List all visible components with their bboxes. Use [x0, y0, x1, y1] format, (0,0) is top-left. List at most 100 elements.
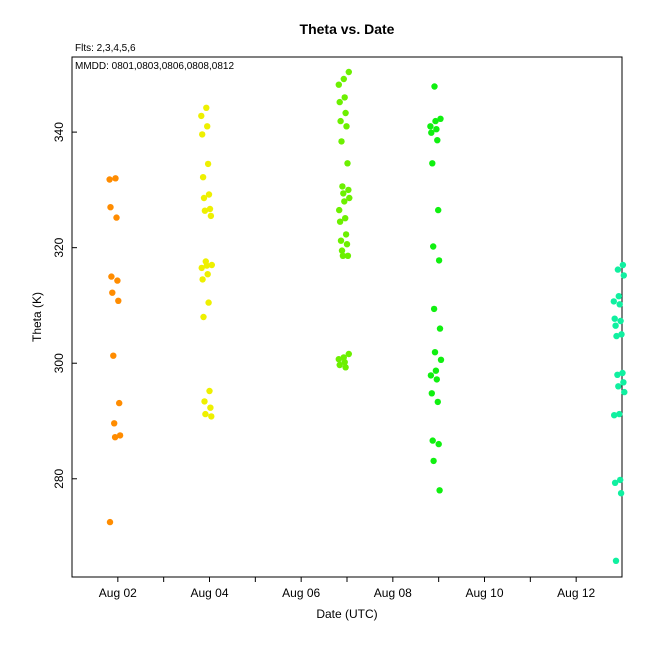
scatter-point [435, 206, 442, 214]
scatter-point [111, 420, 118, 427]
scatter-point [431, 83, 438, 90]
scatter-point [208, 261, 215, 269]
scatter-point [199, 174, 207, 181]
x-axis-label: Date (UTC) [316, 607, 377, 621]
scatter-point [200, 194, 208, 202]
scatter-point [335, 356, 342, 363]
scatter-point [617, 317, 624, 325]
y-tick-label: 300 [52, 353, 66, 373]
scatter-point [345, 350, 352, 358]
scatter-point [202, 410, 209, 418]
scatter-point [337, 117, 344, 125]
scatter-point [114, 277, 121, 284]
scatter-point [617, 490, 625, 497]
scatter-point [201, 207, 209, 214]
scatter-point [433, 376, 440, 383]
scatter-point [611, 315, 618, 322]
scatter-point [207, 212, 215, 220]
scatter-point [200, 313, 207, 321]
scatter-point [344, 252, 352, 259]
scatter-point [109, 289, 116, 296]
scatter-point [343, 123, 350, 130]
scatter-point [342, 364, 349, 371]
x-tick-label: Aug 08 [374, 586, 412, 600]
scatter-point [430, 457, 437, 465]
scatter-point [619, 369, 626, 377]
scatter-point [336, 98, 343, 106]
x-tick-label: Aug 02 [99, 586, 137, 600]
scatter-point [336, 218, 344, 225]
date-annotation: MMDD: 0801,0803,0806,0808,0812 [75, 61, 234, 72]
scatter-point [434, 398, 441, 406]
scatter-point [618, 331, 625, 338]
scatter-point [205, 299, 212, 306]
scatter-point [338, 138, 345, 145]
scatter-point [115, 297, 122, 304]
y-axis: 280 300 320 340 [52, 122, 77, 489]
scatter-point [437, 115, 444, 123]
scatter-point [621, 388, 628, 396]
scatter-point [615, 383, 622, 390]
scatter-point [204, 160, 212, 168]
scatter-point [345, 68, 352, 76]
scatter-point [427, 372, 435, 379]
scatter-point [435, 440, 442, 448]
scatter-point [198, 264, 205, 272]
scatter-point [346, 194, 353, 202]
x-tick-label: Aug 06 [282, 586, 320, 600]
scatter-point [428, 129, 435, 136]
scatter-point [342, 109, 349, 117]
scatter-point [111, 434, 119, 441]
scatter-point [343, 241, 351, 248]
scatter-point [206, 205, 214, 213]
scatter-point [430, 305, 438, 313]
scatter-point [112, 175, 119, 182]
scatter-point [108, 273, 115, 280]
scatter-point [344, 160, 351, 167]
scatter-point [611, 412, 618, 419]
scatter-point [203, 104, 210, 112]
scatter-point [205, 191, 213, 198]
scatter-point [199, 131, 206, 138]
scatter-point [436, 487, 443, 494]
scatter-point [428, 390, 435, 397]
scatter-point [341, 198, 348, 205]
scatter-point [338, 247, 346, 254]
scatter-point [616, 301, 623, 308]
scatter-point [342, 215, 349, 222]
scatter-point [431, 349, 439, 356]
scatter-point [620, 272, 627, 279]
scatter-point [107, 204, 114, 211]
scatter-point [614, 371, 621, 378]
scatter-point [204, 271, 211, 278]
scatter-point [336, 206, 343, 214]
scatter-point [612, 322, 619, 329]
y-tick-label: 320 [52, 237, 66, 257]
scatter-point [613, 332, 620, 340]
scatter-point [436, 325, 444, 332]
scatter-point [435, 257, 443, 264]
scatter-point [340, 75, 347, 83]
scatter-point [433, 126, 440, 133]
scatter-point [206, 387, 213, 395]
scatter-point [429, 160, 436, 167]
scatter-point [110, 352, 117, 359]
scatter-point [106, 518, 114, 526]
scatter-point [612, 557, 620, 564]
scatter-point [341, 358, 348, 366]
scatter-point [336, 361, 343, 369]
chart-title: Theta vs. Date [300, 21, 395, 37]
scatter-point [335, 81, 342, 88]
scatter-point [432, 117, 439, 125]
scatter-point [339, 252, 347, 259]
scatter-point [610, 298, 617, 305]
chart-subtitle: Flts: 2,3,4,5,6 [75, 43, 136, 54]
y-axis-label: Theta (K) [30, 292, 44, 342]
scatter-point [616, 410, 623, 418]
scatter-point [199, 276, 206, 283]
scatter-point [342, 231, 350, 238]
scatter-point [427, 123, 434, 130]
y-tick-label: 340 [52, 122, 66, 142]
scatter-point [204, 123, 211, 130]
scatter-point [620, 379, 627, 386]
